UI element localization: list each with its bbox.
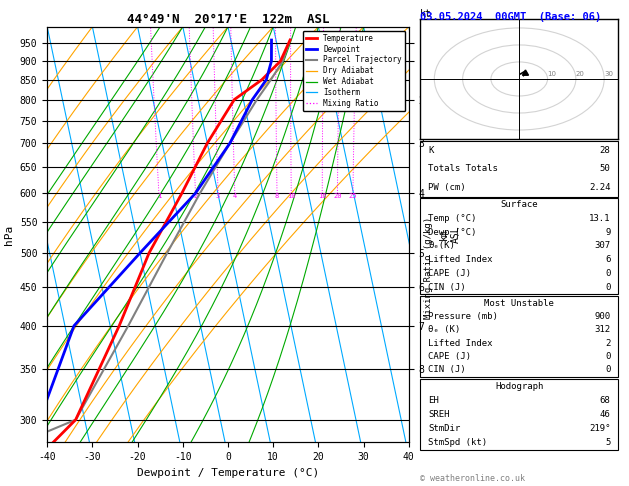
Text: StmDir: StmDir: [428, 424, 460, 433]
Text: kt: kt: [420, 9, 432, 18]
Text: 0: 0: [605, 352, 610, 361]
Text: 2.24: 2.24: [589, 183, 610, 192]
Text: Mixing Ratio (g/kg): Mixing Ratio (g/kg): [424, 217, 433, 319]
Text: 312: 312: [594, 325, 610, 334]
Text: 16: 16: [318, 193, 326, 199]
Text: 28: 28: [599, 146, 610, 155]
Text: 2: 2: [193, 193, 198, 199]
Text: 68: 68: [599, 396, 610, 405]
Text: 20: 20: [576, 71, 585, 77]
Text: 0: 0: [605, 365, 610, 375]
Text: θₑ (K): θₑ (K): [428, 325, 460, 334]
Text: Dewp (°C): Dewp (°C): [428, 227, 477, 237]
Text: Most Unstable: Most Unstable: [484, 298, 554, 308]
Text: Temp (°C): Temp (°C): [428, 214, 477, 223]
Text: © weatheronline.co.uk: © weatheronline.co.uk: [420, 474, 525, 483]
Text: 10: 10: [287, 193, 296, 199]
Text: Surface: Surface: [501, 200, 538, 209]
Text: 50: 50: [599, 164, 610, 174]
Text: EH: EH: [428, 396, 439, 405]
Text: CAPE (J): CAPE (J): [428, 352, 471, 361]
Text: 5: 5: [605, 438, 610, 447]
X-axis label: Dewpoint / Temperature (°C): Dewpoint / Temperature (°C): [137, 468, 319, 478]
Text: PW (cm): PW (cm): [428, 183, 465, 192]
Y-axis label: hPa: hPa: [4, 225, 14, 244]
Legend: Temperature, Dewpoint, Parcel Trajectory, Dry Adiabat, Wet Adiabat, Isotherm, Mi: Temperature, Dewpoint, Parcel Trajectory…: [303, 31, 405, 111]
Y-axis label: km
ASL: km ASL: [439, 226, 460, 243]
Text: 9: 9: [605, 227, 610, 237]
Text: 1: 1: [157, 193, 161, 199]
Text: Totals Totals: Totals Totals: [428, 164, 498, 174]
Text: Lifted Index: Lifted Index: [428, 339, 493, 348]
Title: 44°49'N  20°17'E  122m  ASL: 44°49'N 20°17'E 122m ASL: [127, 13, 329, 26]
Text: 25: 25: [348, 193, 357, 199]
Text: 03.05.2024  00GMT  (Base: 06): 03.05.2024 00GMT (Base: 06): [420, 12, 601, 22]
Text: 30: 30: [604, 71, 613, 77]
Text: 13.1: 13.1: [589, 214, 610, 223]
Text: Lifted Index: Lifted Index: [428, 255, 493, 264]
Text: 900: 900: [594, 312, 610, 321]
Text: 6: 6: [605, 255, 610, 264]
Text: 4: 4: [233, 193, 237, 199]
Text: 219°: 219°: [589, 424, 610, 433]
Text: SREH: SREH: [428, 410, 450, 419]
Text: 0: 0: [605, 283, 610, 292]
Text: Pressure (mb): Pressure (mb): [428, 312, 498, 321]
Text: K: K: [428, 146, 433, 155]
Text: 46: 46: [599, 410, 610, 419]
Text: CAPE (J): CAPE (J): [428, 269, 471, 278]
Text: CIN (J): CIN (J): [428, 283, 465, 292]
Text: 20: 20: [333, 193, 342, 199]
Text: θₑ(K): θₑ(K): [428, 242, 455, 250]
Text: CIN (J): CIN (J): [428, 365, 465, 375]
Text: Hodograph: Hodograph: [495, 382, 543, 391]
Text: 2: 2: [605, 339, 610, 348]
Text: 3: 3: [216, 193, 220, 199]
Text: 10: 10: [547, 71, 557, 77]
Text: 8: 8: [275, 193, 279, 199]
Text: 307: 307: [594, 242, 610, 250]
Text: 0: 0: [605, 269, 610, 278]
Text: StmSpd (kt): StmSpd (kt): [428, 438, 487, 447]
